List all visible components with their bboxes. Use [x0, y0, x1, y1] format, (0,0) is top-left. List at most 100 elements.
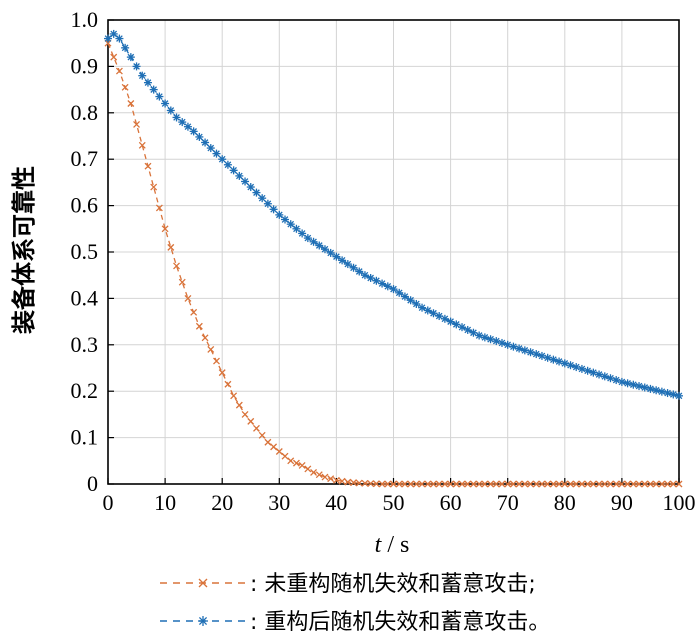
series-2-point: [126, 53, 135, 62]
series-1-point: [435, 480, 443, 488]
series-2-point: [600, 372, 609, 381]
series-2-point: [383, 282, 392, 291]
series-1-point: [184, 294, 192, 302]
series-1-point: [133, 120, 141, 128]
series-2-point: [640, 383, 649, 392]
series-1-point: [367, 480, 375, 487]
series-1-point: [378, 480, 386, 488]
series-1-point: [607, 480, 614, 488]
series-1-point: [361, 479, 369, 487]
series-1-point: [110, 53, 118, 61]
series-2-point: [532, 350, 541, 359]
series-1-point: [612, 480, 620, 488]
series-2-point: [104, 34, 112, 43]
series-1-point: [509, 480, 517, 488]
series-1-point: [532, 480, 540, 488]
series-1-point: [401, 480, 409, 488]
y-tick-label: 0.3: [71, 332, 99, 357]
series-2-point: [212, 149, 221, 158]
series-2-point: [629, 380, 638, 389]
series-2-point: [520, 346, 529, 355]
series-1-point: [127, 100, 135, 107]
x-axis-ticks: 0 10 20 30 40 50 60 70 80 90 100: [103, 478, 696, 515]
y-tick-label: 0.7: [71, 146, 99, 171]
legend-entry-2: : 重构后随机失效和蓄意攻击。: [160, 610, 550, 634]
series-1-point: [452, 480, 460, 488]
series-2-point: [515, 344, 524, 353]
series-2-point: [183, 122, 192, 131]
series-1-point: [195, 322, 203, 330]
series-2-point: [595, 370, 604, 379]
x-axis-title: t / s: [375, 532, 410, 558]
y-tick-label: 0.5: [71, 239, 99, 264]
series-2: [104, 29, 683, 400]
series-2-point: [480, 333, 489, 342]
series-1-point: [384, 480, 392, 488]
legend-label: : 未重构随机失效和蓄意攻击;: [250, 572, 536, 597]
series-1-point: [332, 476, 340, 484]
series-2-point: [178, 118, 187, 127]
series-2-point: [355, 267, 364, 276]
series-2-point: [663, 389, 672, 398]
x-axis-separator: /: [387, 532, 394, 558]
series-2-point: [372, 276, 381, 285]
series-2-point: [617, 377, 626, 386]
series-2-point: [435, 312, 444, 321]
series-2-point: [606, 374, 615, 383]
series-1-point: [338, 477, 346, 485]
series-2-point: [509, 342, 518, 351]
series-1-point: [561, 480, 569, 488]
series-2-point: [332, 252, 341, 261]
series-2-point: [418, 303, 427, 312]
series-2-point: [349, 263, 358, 272]
series-2-point: [657, 387, 666, 396]
series-1-point: [498, 480, 506, 488]
series-2-point: [189, 127, 198, 136]
series-1-point: [395, 480, 403, 488]
series-2-point: [281, 215, 290, 224]
series-1-point: [327, 475, 335, 483]
series-2-point: [549, 355, 558, 364]
x-tick-label: 60: [440, 490, 462, 515]
series-1-point: [115, 67, 123, 75]
series-2-point: [475, 331, 484, 340]
series-2-point: [623, 379, 632, 388]
series-2-point: [389, 285, 398, 294]
series-2-point: [423, 306, 432, 315]
series-1-point: [281, 452, 289, 460]
series-2-point: [286, 220, 295, 229]
series-1-point: [646, 480, 654, 488]
series-2-point: [526, 348, 535, 357]
series-2-point: [309, 237, 318, 246]
series-1-point: [350, 479, 357, 487]
series-1-point: [213, 357, 220, 365]
series-2-point: [400, 292, 409, 301]
series-1-point: [521, 480, 529, 488]
series-1-point: [247, 417, 255, 425]
series-2-point: [669, 390, 678, 399]
series-2-point: [292, 224, 301, 233]
series-2-point: [155, 92, 164, 101]
x-tick-label: 0: [103, 490, 114, 515]
series-1-point: [304, 465, 312, 473]
series-1-point: [253, 424, 260, 432]
series-1-point: [641, 480, 649, 488]
series-1-point: [173, 262, 180, 270]
series-1-point: [207, 345, 215, 353]
x-tick-label: 30: [268, 490, 290, 515]
series-1-point: [201, 334, 209, 342]
series-2-point: [675, 391, 683, 400]
series-2-point: [469, 328, 478, 337]
series-2-point: [263, 199, 272, 208]
series-1-point: [390, 480, 397, 488]
series-2-point: [303, 234, 312, 243]
series-1-point: [344, 478, 352, 486]
series-2-point: [537, 351, 546, 360]
series-1-point: [652, 480, 660, 488]
series-1-point: [578, 480, 586, 488]
series-1-point: [407, 480, 415, 488]
legend-label: : 重构后随机失效和蓄意攻击。: [250, 610, 550, 634]
series-1-point: [292, 459, 300, 467]
series-2-point: [589, 368, 598, 377]
series-2-point: [241, 177, 250, 186]
